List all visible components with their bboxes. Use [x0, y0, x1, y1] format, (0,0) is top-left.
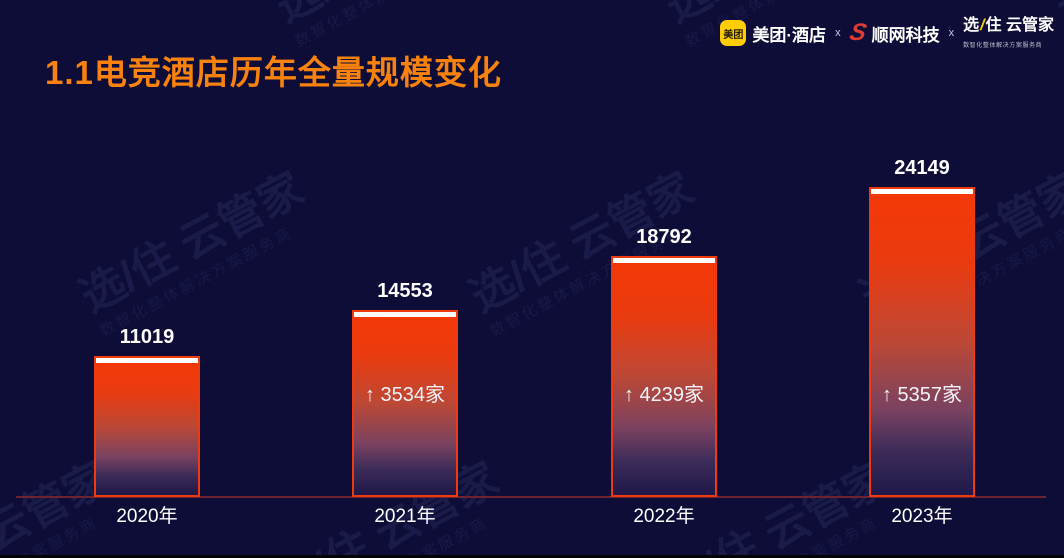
yunguanjia-name-suffix: 住 云管家: [985, 16, 1054, 34]
x-axis-label: 2022年: [633, 506, 695, 527]
yunguanjia-tagline: 数智化整体解决方案服务商: [963, 42, 1043, 49]
x-axis-label: 2021年: [374, 506, 436, 527]
bar-top-cap: [96, 358, 198, 363]
x-separator: x: [948, 26, 955, 39]
bar-annotation: ↑ 5357家: [881, 384, 963, 406]
bar-top-cap: [871, 189, 973, 194]
x-separator: x: [835, 26, 841, 39]
yunguanjia-slash-icon: /: [980, 16, 985, 34]
yunguanjia-name-prefix: 选: [963, 16, 980, 34]
bottom-edge: [0, 555, 1064, 558]
bar-top-cap: [354, 312, 456, 317]
meituan-hotel-logo: 美团 美团·酒店: [720, 20, 826, 46]
bar: [611, 256, 717, 497]
meituan-logo-icon: 美团: [720, 20, 747, 46]
bar-value-label: 14553: [377, 280, 433, 302]
x-axis-label: 2020年: [116, 506, 178, 527]
bar-annotation: ↑ 4239家: [623, 384, 705, 406]
yunguanjia-logo: 选/住 云管家 数智化整体解决方案服务商: [963, 16, 1054, 49]
meituan-badge-text: 美团: [723, 29, 744, 41]
shunwang-logo: S 顺网科技: [847, 19, 940, 46]
bar-value-label: 18792: [636, 226, 692, 248]
bar-value-label: 24149: [894, 157, 950, 179]
yunguanjia-name: 选/住 云管家: [963, 16, 1054, 34]
x-axis-label: 2023年: [891, 506, 953, 527]
bar-value-label: 11019: [119, 326, 175, 348]
bar-top-cap: [613, 258, 715, 263]
partner-logos: 美团 美团·酒店 x S 顺网科技 x 选/住 云管家 数智化整体解决方案服务商: [720, 16, 1054, 50]
bar: [869, 187, 975, 497]
page-title: 1.1电竞酒店历年全量规模变化: [45, 54, 502, 91]
meituan-label: 美团·酒店: [752, 25, 827, 45]
bar-annotation: ↑ 3534家: [364, 384, 446, 406]
bar: [352, 310, 458, 497]
x-axis-line: [16, 496, 1046, 498]
bar: [94, 356, 200, 497]
shunwang-label: 顺网科技: [871, 25, 940, 45]
